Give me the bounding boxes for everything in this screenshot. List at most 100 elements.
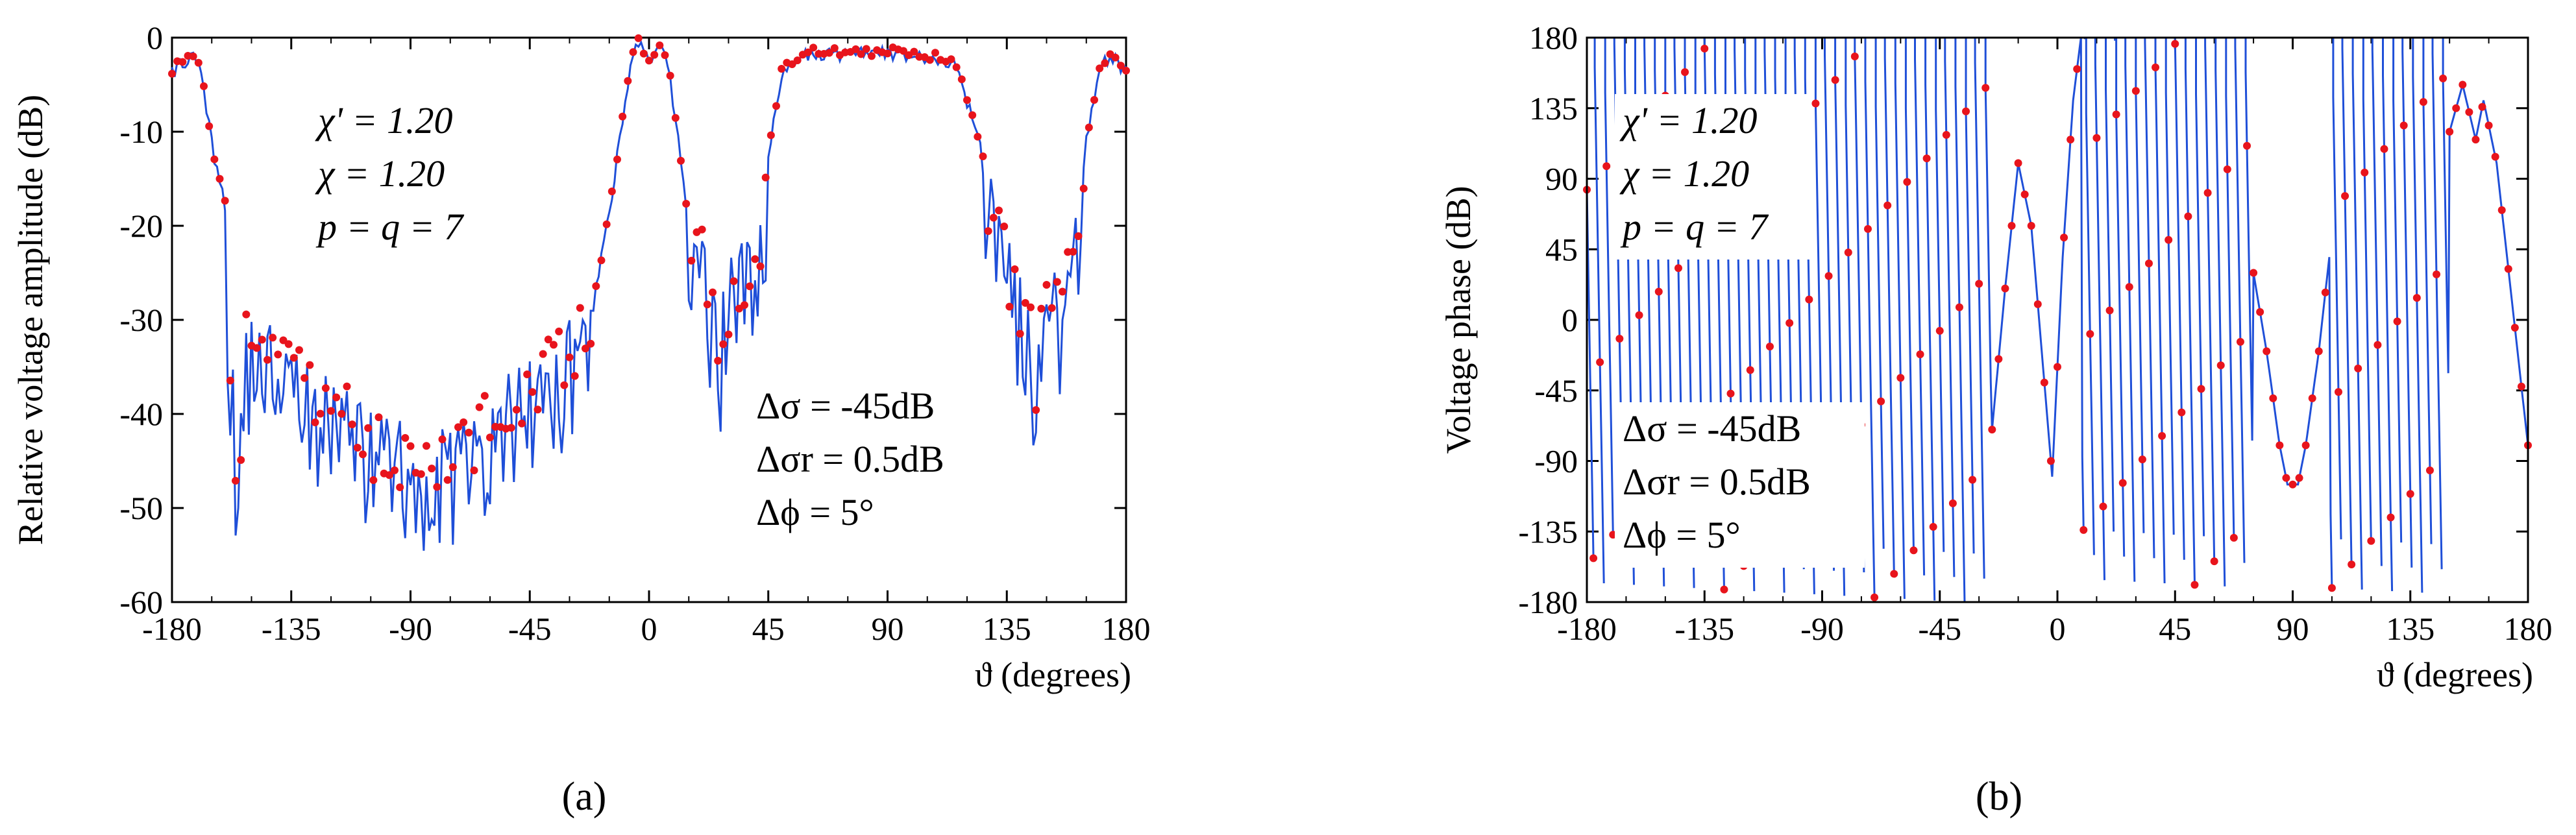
annotation-noise: Δσr = 0.5dB (756, 438, 944, 480)
simulated-point (2079, 526, 2088, 534)
simulated-point (1765, 343, 1774, 351)
simulated-point (2465, 108, 2473, 116)
x-tick-label: 135 (2386, 611, 2435, 647)
chart-a-measured-line (171, 40, 1127, 551)
simulated-point (1877, 397, 1885, 405)
simulated-point (194, 58, 202, 67)
chart-b-x-axis-label: ϑ (degrees) (2377, 655, 2533, 694)
simulated-point (507, 424, 515, 432)
simulated-point (1085, 123, 1093, 132)
simulated-point (359, 450, 367, 459)
simulated-point (2275, 441, 2284, 450)
chart-b-annotation-box-left (1615, 94, 1809, 260)
simulated-point (767, 131, 775, 139)
simulated-point (221, 197, 229, 205)
simulated-point (316, 409, 325, 418)
simulated-point (475, 403, 484, 411)
simulated-point (1922, 154, 1931, 163)
simulated-point (2301, 441, 2310, 450)
simulated-point (396, 483, 404, 492)
x-tick-label: -180 (142, 611, 202, 647)
simulated-point (1955, 303, 1963, 311)
simulated-point (830, 44, 839, 53)
simulated-point (1962, 107, 1970, 115)
simulated-point (189, 52, 197, 60)
simulated-point (232, 476, 239, 485)
simulated-point (1824, 272, 1833, 280)
simulated-point (465, 428, 473, 437)
simulated-point (957, 75, 966, 84)
annotation-noise: Δϕ = 5° (1623, 514, 1741, 556)
simulated-point (619, 112, 627, 121)
simulated-point (698, 225, 706, 234)
simulated-point (2092, 134, 2101, 142)
simulated-point (2374, 341, 2382, 349)
simulated-point (2412, 294, 2421, 302)
simulated-point (348, 420, 356, 429)
simulated-point (2027, 222, 2035, 230)
annotation-param: χ' = 1.20 (315, 99, 453, 141)
simulated-point (968, 111, 977, 119)
simulated-point (2040, 378, 2048, 387)
simulated-point (634, 34, 643, 42)
simulated-point (2020, 190, 2029, 199)
simulated-point (289, 354, 298, 362)
simulated-point (582, 345, 589, 353)
x-tick-label: -135 (1674, 611, 1734, 647)
y-tick-label: 0 (1562, 302, 1578, 338)
simulated-point (576, 304, 584, 312)
simulated-point (2054, 363, 2061, 371)
simulated-point (910, 47, 918, 56)
simulated-point (480, 392, 489, 400)
simulated-point (2341, 192, 2349, 200)
chart-b-x-tick-labels: -180 -135 -90 -45 0 45 90 135 180 (1557, 611, 2552, 647)
annotation-noise: Δσr = 0.5dB (1623, 461, 1811, 503)
x-tick-label: 45 (2159, 611, 2191, 647)
chart-b-y-axis-label: Voltage phase (dB) (1439, 186, 1478, 454)
simulated-point (2177, 408, 2186, 417)
simulated-point (656, 41, 664, 49)
simulated-point (1011, 265, 1019, 274)
simulated-point (724, 330, 733, 339)
simulated-point (205, 122, 214, 130)
simulated-point (1844, 248, 1852, 257)
simulated-point (1981, 84, 1990, 92)
simulated-point (2099, 502, 2107, 511)
y-tick-label: -180 (1518, 584, 1578, 620)
simulated-point (613, 155, 621, 163)
simulated-point (534, 405, 542, 414)
simulated-point (258, 335, 266, 344)
simulated-point (2171, 40, 2179, 48)
simulated-point (1948, 499, 1957, 507)
simulated-point (703, 300, 711, 309)
simulated-point (677, 156, 685, 165)
y-tick-label: 0 (147, 19, 163, 56)
simulated-point (1048, 304, 1056, 312)
simulated-point (2067, 136, 2075, 144)
simulated-point (2112, 110, 2120, 119)
x-tick-label: -45 (1918, 611, 1961, 647)
simulated-point (2425, 466, 2434, 474)
simulated-point (369, 476, 378, 484)
simulated-point (226, 376, 234, 385)
simulated-point (852, 45, 860, 53)
simulated-point (645, 56, 653, 65)
simulated-point (1090, 96, 1098, 104)
y-tick-label: 45 (1545, 231, 1578, 267)
simulated-point (2433, 270, 2441, 278)
simulated-point (210, 155, 219, 163)
simulated-point (2197, 385, 2205, 393)
simulated-point (2393, 317, 2401, 326)
simulated-point (284, 340, 293, 348)
simulated-point (2236, 337, 2244, 346)
simulated-point (1850, 53, 1859, 60)
y-tick-label: -50 (119, 490, 163, 526)
y-tick-label: 135 (1529, 90, 1578, 127)
simulated-point (2007, 222, 2016, 230)
chart-b: Voltage phase (dB) ϑ (degrees) χ' = 1.20… (1439, 19, 2553, 694)
simulated-point (327, 407, 335, 415)
annotation-noise: Δϕ = 5° (756, 491, 874, 533)
simulated-point (2014, 159, 2022, 167)
simulated-point (1994, 355, 2003, 363)
simulated-point (417, 470, 425, 478)
